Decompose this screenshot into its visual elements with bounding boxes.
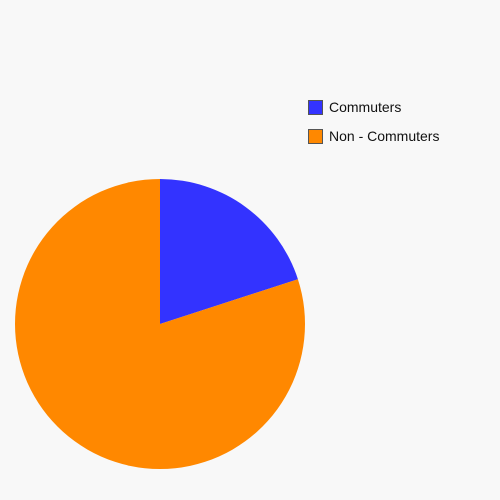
legend-label-commuters: Commuters	[329, 99, 402, 115]
legend-swatch-commuters	[308, 99, 323, 115]
pie-slices	[15, 179, 306, 469]
legend-item-non-commuters: Non - Commuters	[308, 127, 439, 145]
legend-label-non-commuters: Non - Commuters	[329, 128, 440, 144]
legend: Commuters Non - Commuters	[308, 98, 439, 156]
legend-swatch-non-commuters	[308, 128, 323, 144]
legend-item-commuters: Commuters	[308, 98, 439, 116]
pie-slice-commuters	[160, 179, 298, 324]
pie-slice-non-commuters	[15, 179, 306, 469]
